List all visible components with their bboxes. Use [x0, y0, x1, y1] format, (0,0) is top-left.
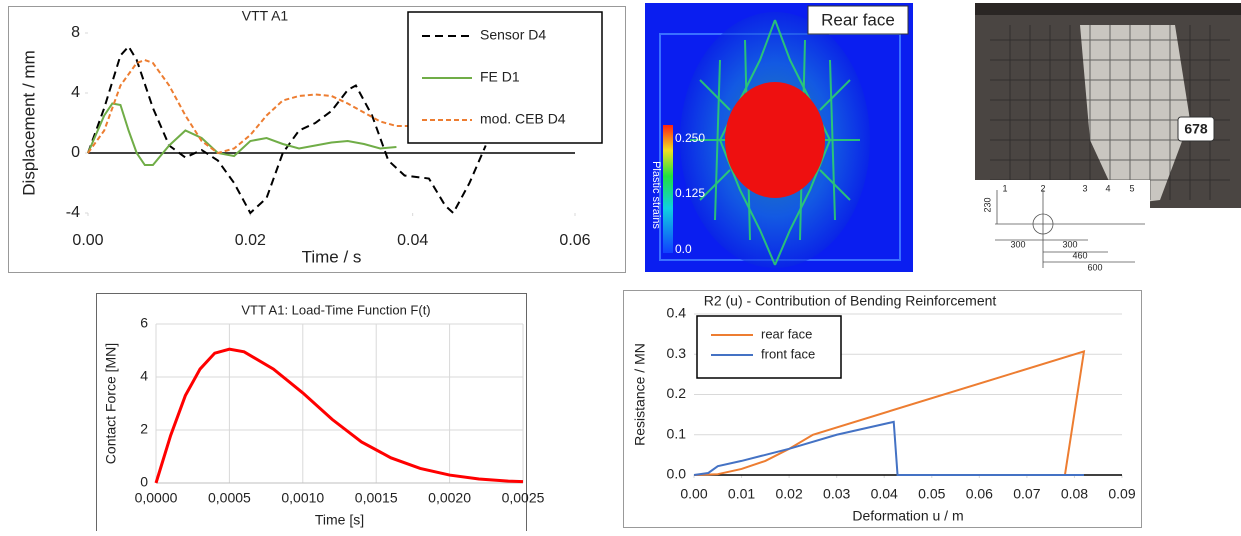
legend-label: front face: [761, 346, 815, 361]
y-tick-label: 0: [140, 474, 148, 490]
x-tick-label: 0.06: [559, 232, 590, 249]
x-axis-label: Time / s: [302, 247, 362, 266]
series-line: [87, 58, 430, 155]
legend-label: Sensor D4: [480, 27, 546, 43]
x-tick-label: 0,0020: [428, 490, 471, 506]
dimension-label: 600: [1087, 262, 1102, 272]
dimension-label: 230: [982, 197, 992, 212]
colorbar: [663, 125, 673, 253]
x-tick-label: 0.02: [235, 232, 266, 249]
point-label: 1: [1002, 183, 1007, 193]
colorbar-tick: 0.0: [675, 242, 692, 256]
y-tick-label: 0.2: [667, 385, 687, 401]
x-tick-label: 0.02: [775, 486, 802, 502]
legend-label: mod. CEB D4: [480, 111, 566, 127]
y-tick-label: 4: [71, 84, 80, 101]
legend-label: FE D1: [480, 69, 520, 85]
y-tick-label: 0.3: [667, 345, 687, 361]
x-tick-label: 0.00: [680, 486, 707, 502]
dimension-label: 300: [1062, 239, 1077, 249]
x-axis-label: Deformation u / m: [852, 508, 963, 524]
photo-tag-box: [1177, 116, 1215, 142]
y-tick-label: 2: [140, 421, 148, 437]
colorbar-title: Plastic strains: [650, 161, 662, 229]
x-tick-label: 0,0000: [135, 490, 178, 506]
y-tick-label: 4: [140, 368, 148, 384]
photo-beam: [975, 3, 1241, 15]
point-label: 4: [1105, 183, 1110, 193]
x-tick-label: 0.03: [823, 486, 850, 502]
photo: 678 1 2 3 4 5 230 300 300 460 600: [975, 3, 1241, 272]
x-tick-label: 0.08: [1061, 486, 1088, 502]
y-tick-label: -4: [66, 204, 80, 221]
fe-label: Rear face: [821, 10, 895, 29]
y-tick-label: 0: [71, 144, 80, 161]
legend-box: [696, 315, 842, 379]
x-tick-label: 0.04: [397, 232, 428, 249]
x-tick-label: 0.07: [1013, 486, 1040, 502]
point-label: 2: [1040, 183, 1045, 193]
x-tick-label: 0.09: [1108, 486, 1135, 502]
panel: [96, 293, 527, 534]
dimension-label: 460: [1072, 250, 1087, 260]
y-tick-label: 8: [71, 24, 80, 41]
series-line: [154, 347, 524, 484]
series-line: [693, 420, 1084, 476]
point-label: 5: [1129, 183, 1134, 193]
x-tick-label: 0.01: [728, 486, 755, 502]
y-axis-label: Contact Force [MN]: [103, 343, 119, 464]
sketch-lines: [995, 190, 1145, 268]
colorbar-tick: 0.250: [675, 131, 705, 145]
x-tick-label: 0.05: [918, 486, 945, 502]
legend-label: rear face: [761, 326, 812, 341]
sketch-background: [975, 180, 1150, 272]
series-line: [693, 350, 1086, 476]
fe-plot: Rear face 0.250 0.125 0.0 Plastic strain…: [645, 3, 913, 272]
x-tick-label: 0,0005: [208, 490, 251, 506]
x-tick-label: 0,0015: [355, 490, 398, 506]
x-tick-label: 0.04: [871, 486, 898, 502]
dimension-label: 300: [1010, 239, 1025, 249]
sketch-labels: 1 2 3 4 5 230 300 300 460 600: [982, 183, 1134, 272]
x-tick-label: 0,0010: [281, 490, 324, 506]
x-tick-label: 0,0025: [502, 490, 545, 506]
y-tick-label: 6: [140, 315, 148, 331]
series-line: [87, 44, 487, 215]
chart-title: VTT A1: Load-Time Function F(t): [241, 302, 430, 317]
x-tick-label: 0.06: [966, 486, 993, 502]
colorbar-tick: 0.125: [675, 186, 705, 200]
x-tick-label: 0.00: [72, 232, 103, 249]
y-tick-label: 0.4: [667, 305, 687, 321]
photo-tag: 678: [1184, 121, 1208, 137]
fe-label-box: [807, 5, 909, 35]
y-axis-label: Displacement / mm: [19, 50, 38, 195]
y-tick-label: 0.1: [667, 425, 687, 441]
chart-title: VTT A1: [242, 8, 289, 24]
point-label: 3: [1082, 183, 1087, 193]
y-tick-label: 0.0: [667, 466, 687, 482]
y-axis-label: Resistance / MN: [632, 343, 648, 446]
photo-grid: [990, 25, 1230, 200]
fe-damage-zone: [725, 82, 825, 198]
chart-title: R2 (u) - Contribution of Bending Reinfor…: [704, 293, 997, 309]
x-axis-label: Time [s]: [315, 512, 364, 528]
